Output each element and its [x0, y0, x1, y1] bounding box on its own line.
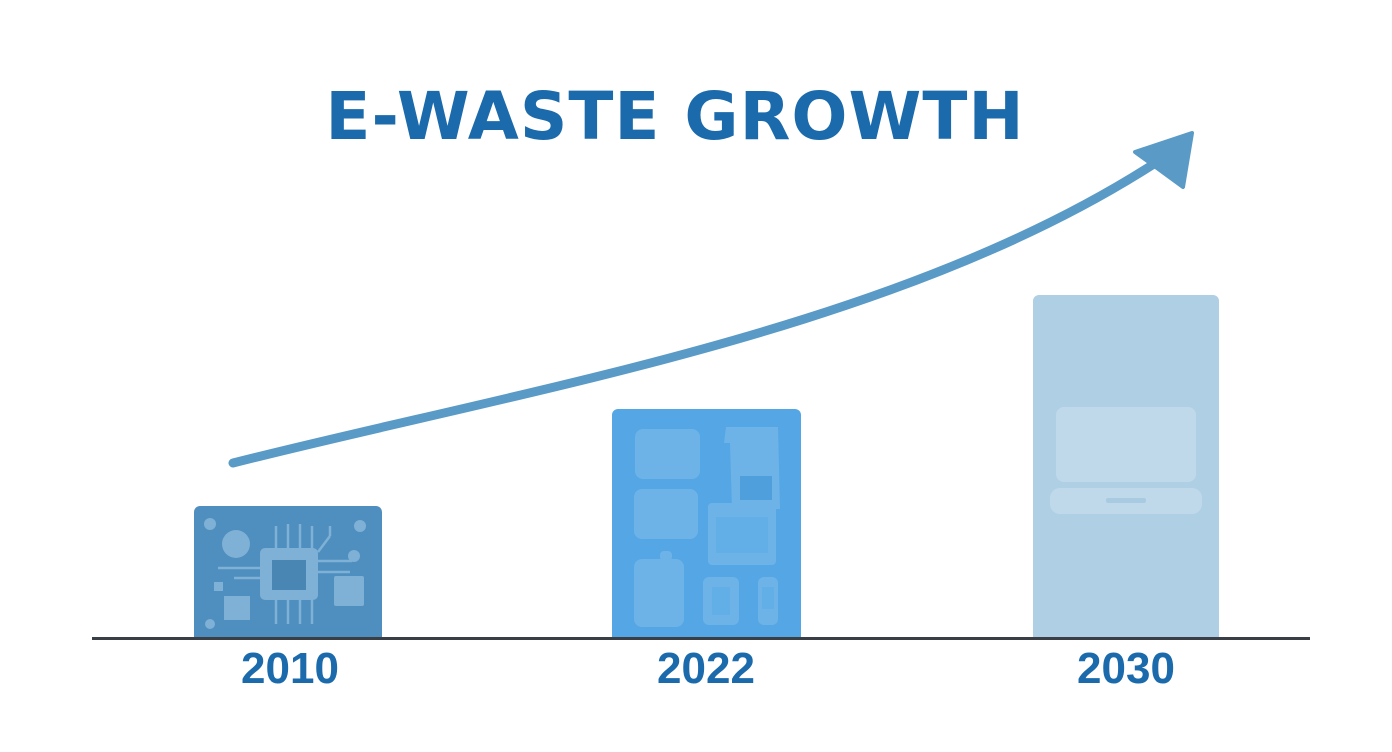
x-tick-label-2030: 2030: [1077, 644, 1175, 693]
x-axis-baseline: [92, 637, 1310, 640]
x-tick-label-2022: 2022: [657, 644, 755, 693]
bar-2010: [194, 506, 382, 638]
laptop-icon: [1050, 407, 1202, 514]
bar-2022: [612, 409, 801, 638]
x-tick-label-2010: 2010: [241, 644, 339, 693]
chart-title: E-WASTE GROWTH: [325, 78, 1025, 155]
devices-icon: [634, 427, 780, 627]
bar-2030: [1033, 295, 1219, 638]
circuit-board-icon: [204, 518, 366, 629]
